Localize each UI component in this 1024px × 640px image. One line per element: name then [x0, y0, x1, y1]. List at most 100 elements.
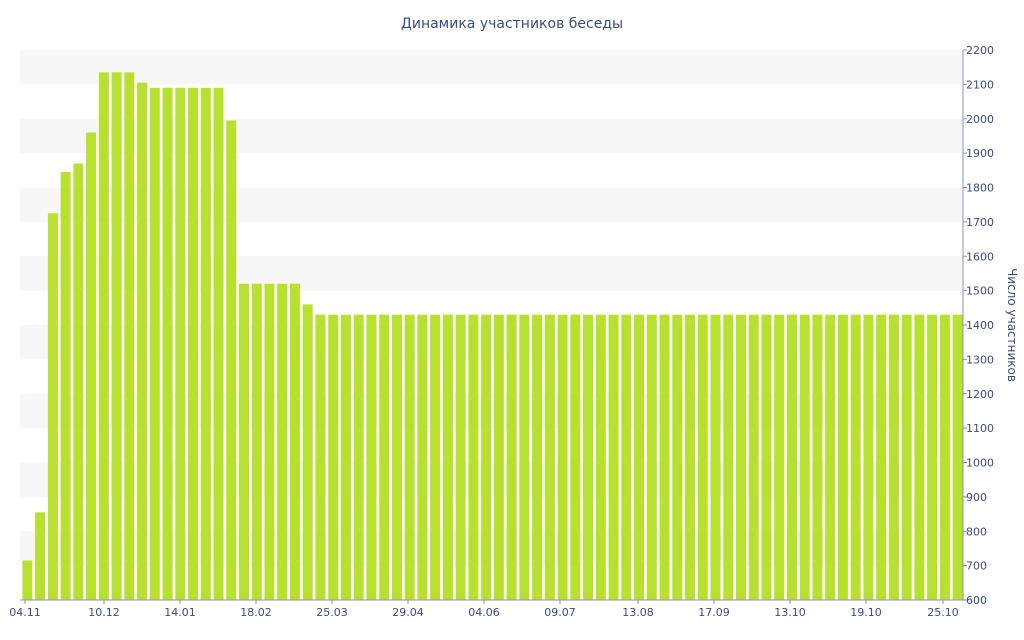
bar	[608, 314, 619, 600]
bar	[290, 283, 300, 600]
bar	[863, 314, 874, 600]
bar	[442, 314, 453, 600]
grid-band	[20, 256, 963, 291]
bar	[634, 314, 645, 600]
y-tick-label: 600	[966, 594, 987, 607]
y-tick-label: 1700	[966, 216, 994, 229]
bar	[621, 314, 632, 600]
bar	[570, 314, 581, 600]
bar	[723, 314, 734, 600]
bar	[137, 82, 148, 600]
bar	[175, 87, 186, 600]
bar	[188, 87, 198, 600]
bar	[583, 314, 594, 600]
bar	[748, 314, 759, 600]
y-tick-label: 2100	[966, 78, 994, 91]
bar	[812, 314, 823, 600]
bar	[379, 314, 390, 600]
bar	[710, 314, 721, 600]
bar	[493, 314, 504, 600]
x-tick-label: 04.06	[468, 606, 500, 619]
y-tick-label: 1900	[966, 147, 994, 160]
y-tick-label: 1800	[966, 182, 994, 195]
bar	[162, 87, 173, 600]
bar	[825, 314, 836, 600]
y-tick-label: 2000	[966, 113, 994, 126]
x-tick-label: 25.10	[927, 606, 959, 619]
y-tick-label: 1300	[966, 353, 994, 366]
bar	[595, 314, 606, 600]
bar	[685, 314, 695, 600]
bar	[353, 314, 364, 600]
chart-title: Динамика участников беседы	[401, 16, 623, 32]
x-tick-label: 09.07	[544, 606, 576, 619]
bar	[952, 314, 963, 600]
bar	[481, 314, 492, 600]
x-tick-label: 25.03	[316, 606, 348, 619]
bar	[430, 314, 441, 600]
x-tick-label: 04.11	[9, 606, 41, 619]
grid-band	[20, 118, 963, 154]
bar	[774, 314, 785, 600]
bar	[888, 314, 899, 600]
y-tick-label: 1400	[966, 319, 994, 332]
bar	[315, 314, 326, 600]
y-tick-labels: 600 700 800 900 1000 1100 1200 1300 1400 1500 1600…	[963, 44, 994, 607]
bar	[264, 283, 275, 600]
bar	[277, 283, 288, 600]
bar	[251, 283, 262, 600]
bar	[799, 314, 810, 600]
x-tick-label: 13.10	[774, 606, 806, 619]
bar	[787, 314, 797, 600]
bar	[111, 72, 122, 601]
x-tick-label: 18.02	[240, 606, 272, 619]
bar	[697, 314, 708, 600]
bar	[672, 314, 683, 600]
bar	[927, 314, 938, 600]
bar	[86, 132, 97, 600]
bar	[659, 314, 670, 600]
y-tick-label: 700	[966, 560, 987, 573]
y-tick-label: 2200	[966, 44, 994, 57]
bar	[736, 314, 746, 600]
bar	[417, 314, 428, 600]
y-tick-label: 1500	[966, 285, 994, 298]
bars	[22, 72, 963, 601]
bar	[98, 72, 109, 601]
bar	[149, 87, 160, 600]
bar	[35, 512, 46, 600]
y-tick-label: 900	[966, 491, 987, 504]
x-tick-label: 19.10	[850, 606, 882, 619]
bar	[914, 314, 925, 600]
bar	[544, 314, 555, 600]
bar	[455, 314, 466, 600]
bar	[850, 314, 861, 600]
bar	[519, 314, 530, 600]
x-tick-label: 14.01	[164, 606, 196, 619]
bar	[73, 163, 84, 600]
bar	[468, 314, 479, 600]
bar	[557, 314, 568, 600]
bar	[239, 283, 249, 600]
bar	[391, 314, 402, 600]
bar	[532, 314, 543, 600]
bar	[837, 314, 848, 600]
bar	[366, 314, 377, 600]
x-tick-label: 10.12	[88, 606, 120, 619]
y-tick-label: 1100	[966, 422, 994, 435]
bar	[328, 314, 339, 600]
bar	[340, 314, 351, 600]
bar	[47, 213, 58, 600]
bar	[226, 120, 237, 600]
x-tick-labels: 04.11 10.12 14.01 18.02 25.03 29.04 04.06 09.07…	[9, 600, 959, 619]
bar	[761, 314, 772, 600]
bar	[901, 314, 912, 600]
bar	[200, 87, 211, 600]
bar	[22, 560, 33, 600]
bar	[939, 314, 950, 600]
bar	[213, 87, 224, 600]
bar	[876, 314, 887, 600]
y-tick-label: 800	[966, 525, 987, 538]
x-tick-label: 17.09	[698, 606, 730, 619]
